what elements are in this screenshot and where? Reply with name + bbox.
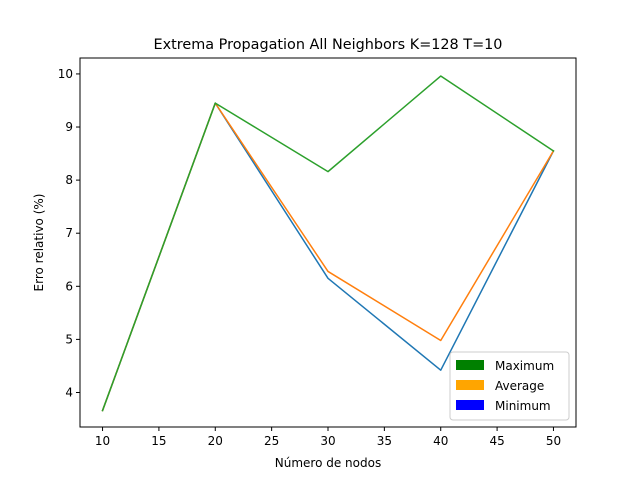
y-tick-label: 10 [58, 67, 73, 81]
y-axis-label: Erro relativo (%) [32, 194, 46, 292]
legend-label: Average [495, 379, 544, 393]
legend-items: Maximum Average Minimum [456, 359, 554, 413]
x-tick-label: 30 [320, 434, 335, 448]
legend-swatch-maximum [456, 360, 484, 370]
x-tick-label: 20 [208, 434, 223, 448]
legend-swatch-average [456, 380, 484, 390]
y-tick-label: 9 [65, 120, 73, 134]
x-tick-label: 35 [377, 434, 392, 448]
x-axis-ticks: 10 15 20 25 30 35 40 45 50 [95, 427, 561, 448]
y-tick-label: 7 [65, 226, 73, 240]
x-tick-label: 15 [151, 434, 166, 448]
chart-title: Extrema Propagation All Neighbors K=128 … [154, 37, 503, 53]
x-tick-label: 45 [489, 434, 504, 448]
x-tick-label: 40 [433, 434, 448, 448]
legend-swatch-minimum [456, 400, 484, 410]
y-tick-label: 6 [65, 279, 73, 293]
y-tick-label: 8 [65, 173, 73, 187]
x-tick-label: 25 [264, 434, 279, 448]
x-tick-label: 50 [546, 434, 561, 448]
series-line-maximum [101, 75, 555, 412]
legend: Maximum Average Minimum [449, 351, 570, 421]
axes-frame [79, 57, 577, 428]
y-axis-ticks: 4 5 6 7 8 9 10 [58, 67, 80, 399]
x-tick-label: 10 [95, 434, 110, 448]
series-lines [101, 75, 555, 412]
x-axis-label: Número de nodos [275, 456, 381, 470]
legend-label: Minimum [495, 399, 551, 413]
legend-label: Maximum [495, 359, 554, 373]
y-tick-label: 5 [65, 332, 73, 346]
y-tick-label: 4 [65, 385, 73, 399]
